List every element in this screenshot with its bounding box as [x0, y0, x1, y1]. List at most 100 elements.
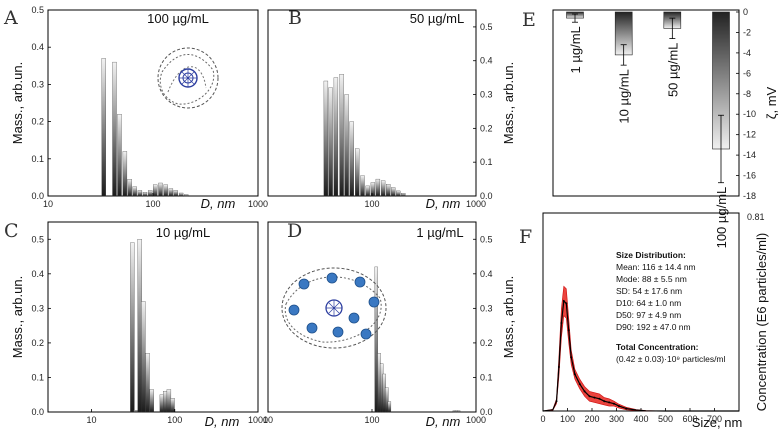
category-label: 1 µg/mL [568, 26, 583, 73]
panel-e: E ζ, mV 1 µg/mL 10 µg/mL 50 µg/mL 100 µg/mL… [522, 7, 779, 248]
panel-d-bars [374, 266, 461, 413]
bar [153, 184, 158, 197]
x-tick-label: 700 [707, 414, 722, 424]
bar [344, 94, 349, 197]
bar [333, 77, 339, 197]
x-tick-label: 1000 [248, 199, 268, 209]
y-tick-label: -6 [743, 68, 751, 78]
bar [365, 185, 370, 197]
info-line: Mean: 116 ± 14.4 nm [616, 262, 696, 272]
x-tick-label: 300 [609, 414, 624, 424]
y-tick-label: 0.4 [31, 269, 44, 279]
bar [385, 387, 389, 413]
y-tick-label: -8 [743, 89, 751, 99]
panel-a-frame [47, 9, 259, 197]
panel-f-ymax-label: 0.81 [747, 212, 765, 222]
y-tick-label: 0.3 [31, 79, 44, 89]
info-line: Mode: 88 ± 5.5 nm [616, 274, 687, 284]
panel-a-ylabel: Mass., arb.un. [10, 62, 25, 144]
bar [456, 410, 461, 413]
bar [166, 389, 172, 413]
y-tick-label: -10 [743, 109, 756, 119]
panel-d-xlabel: D, nm [426, 414, 461, 429]
y-tick-label: 0.0 [31, 407, 44, 417]
bar [163, 391, 168, 413]
x-tick-label: 1000 [466, 199, 486, 209]
data-point [578, 383, 581, 386]
y-tick-label: 0.5 [480, 234, 493, 244]
y-tick-label: 0.2 [31, 117, 44, 127]
bar [355, 148, 360, 197]
bar [401, 193, 406, 197]
panel-b: B 50 µg/mL Mass., arb.un. D, nm 0.00.10.… [267, 7, 516, 211]
bar [349, 121, 354, 197]
y-tick-label: 0.1 [480, 372, 493, 382]
y-tick-label: 0.4 [31, 42, 44, 52]
panel-b-bars [323, 74, 406, 197]
y-tick-label: 0.3 [31, 303, 44, 313]
category-label: 10 µg/mL [617, 69, 632, 123]
bar [339, 74, 344, 197]
y-tick-label: 0.1 [31, 372, 44, 382]
x-tick-label: 10 [263, 415, 273, 425]
info-title: Size Distribution: [616, 250, 686, 260]
bar [380, 180, 386, 197]
category-label: 50 µg/mL [665, 43, 680, 97]
bar [112, 61, 117, 197]
bar [178, 192, 184, 197]
y-tick-label: -14 [743, 150, 756, 160]
x-tick-label: 1000 [466, 415, 486, 425]
y-tick-label: 0.2 [31, 338, 44, 348]
x-tick-label: 10 [87, 415, 97, 425]
category-label: 100 µg/mL [714, 187, 729, 249]
panel-b-frame [267, 9, 477, 197]
bar [387, 401, 392, 413]
panel-e-bars: 1 µg/mL 10 µg/mL 50 µg/mL 100 µg/mL [566, 11, 730, 249]
nanoparticle-cluster-icon [157, 47, 219, 109]
bar [163, 184, 168, 197]
panel-a-axes: 0.0 0.1 0.2 0.3 0.4 0.5 10 100 1000 [31, 5, 268, 209]
concentration-title: Total Concentration: [616, 342, 699, 352]
panel-c: C 10 µg/mL Mass., arb.un. D, nm 0.00.10.… [4, 220, 268, 429]
data-point [613, 402, 615, 405]
info-line: SD: 54 ± 17.6 nm [616, 286, 682, 296]
panel-f: F 0.81 Concentration (E6 particles/ml) S… [519, 212, 769, 430]
bar [132, 186, 137, 197]
panel-b-label: B [288, 7, 302, 29]
y-tick-label: 0.5 [480, 22, 493, 32]
y-tick-label: 0.3 [480, 90, 493, 100]
bar [170, 398, 175, 413]
panel-f-plot [542, 285, 739, 412]
x-tick-label: 100 [364, 199, 379, 209]
x-tick-label: 100 [560, 414, 575, 424]
panel-b-annotation: 50 µg/mL [410, 11, 464, 26]
x-tick-label: 1000 [248, 415, 268, 425]
panel-d-frame [267, 221, 477, 413]
x-tick-label: 10 [43, 199, 53, 209]
panel-d-ylabel: Mass., arb.un. [501, 276, 516, 358]
bar [168, 188, 174, 197]
x-tick-label: 600 [682, 414, 697, 424]
y-tick-label: -16 [743, 171, 756, 181]
panel-b-ylabel: Mass., arb.un. [501, 62, 516, 144]
y-tick-label: -18 [743, 191, 756, 201]
data-point [573, 373, 576, 376]
bar [137, 190, 143, 197]
y-tick-label: 0.2 [480, 338, 493, 348]
bar [391, 187, 396, 197]
panel-c-xlabel: D, nm [205, 414, 240, 429]
bar [375, 178, 381, 197]
info-line: D90: 192 ± 47.0 nm [616, 322, 691, 332]
y-tick-label: 0.2 [480, 123, 493, 133]
x-tick-label: 200 [584, 414, 599, 424]
y-tick-label: 0 [743, 7, 748, 17]
y-tick-label: 0.3 [480, 303, 493, 313]
x-tick-label: 100 [167, 415, 182, 425]
bar [396, 190, 401, 197]
data-point [555, 400, 558, 403]
data-point [625, 407, 628, 410]
bar [142, 192, 148, 197]
data-point [588, 395, 591, 398]
y-tick-label: 0.4 [480, 56, 493, 66]
